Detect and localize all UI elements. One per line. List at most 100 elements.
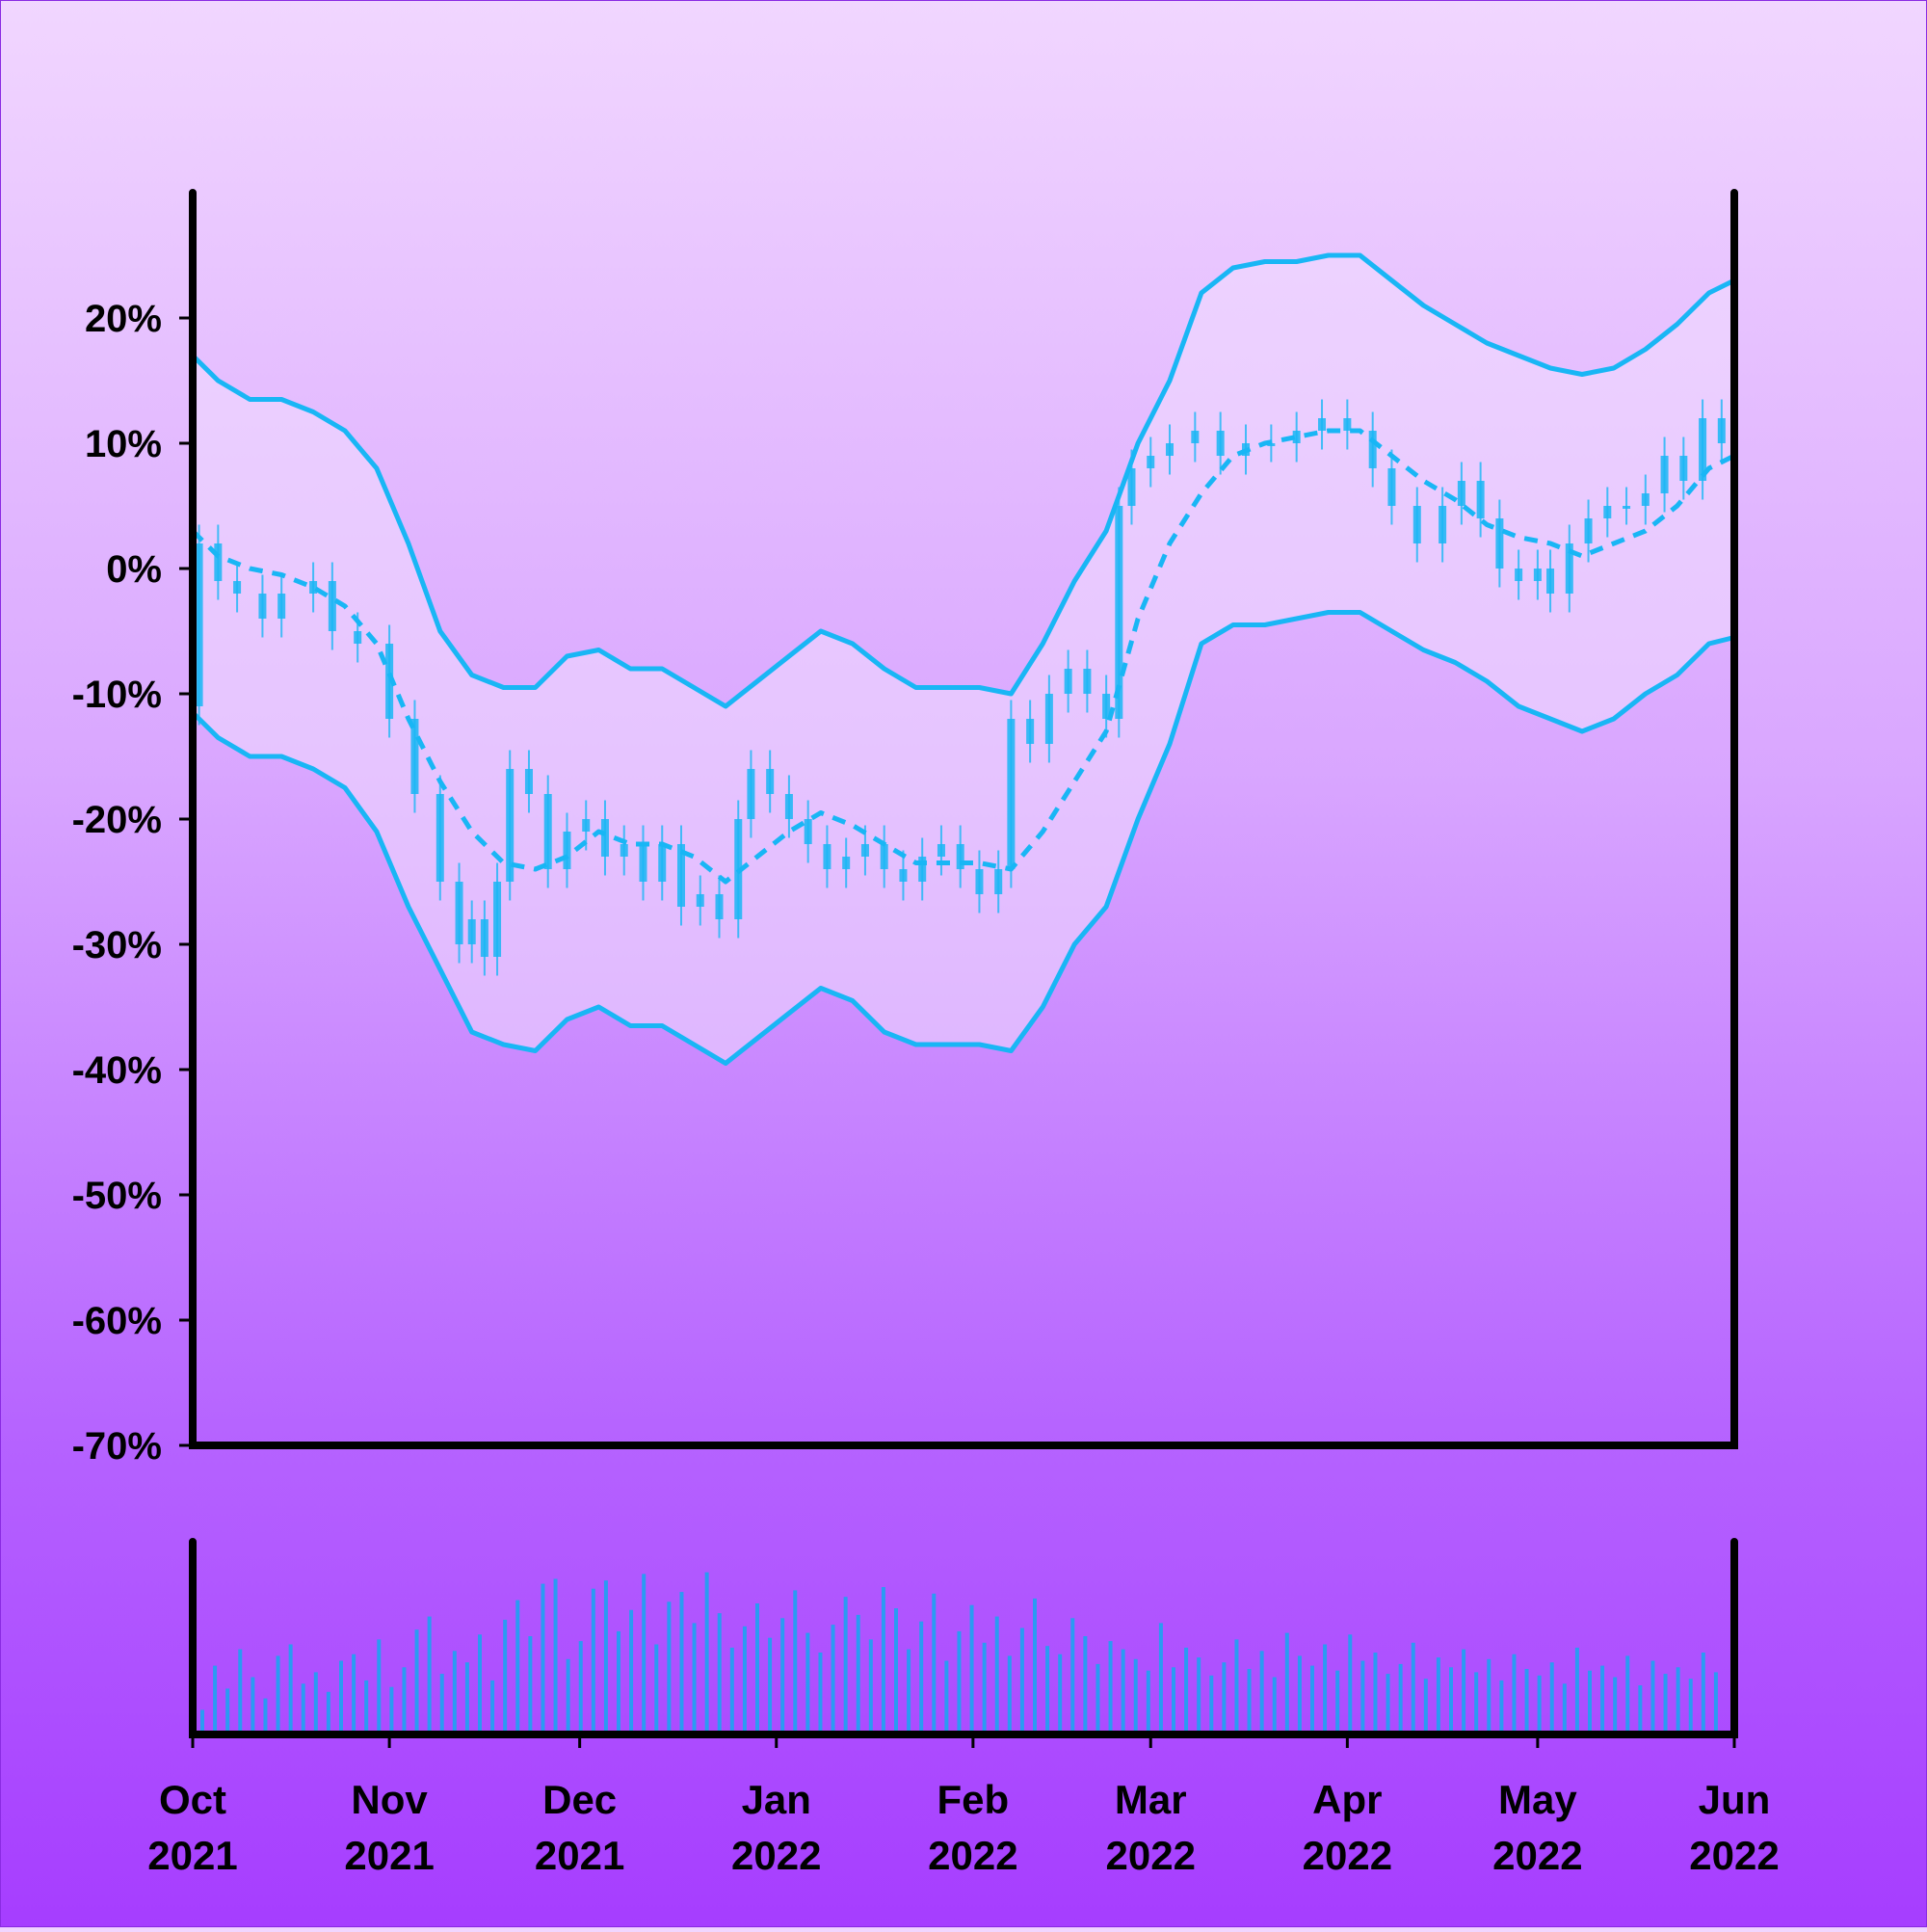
volume-bar bbox=[1398, 1663, 1403, 1734]
x-tick-label-month: Dec bbox=[542, 1777, 617, 1822]
volume-bar bbox=[1172, 1667, 1175, 1734]
candle-body bbox=[1292, 431, 1301, 443]
candle-body bbox=[195, 543, 203, 706]
volume-bar bbox=[326, 1691, 330, 1734]
price-panel bbox=[189, 252, 1738, 1066]
volume-bar bbox=[1701, 1653, 1705, 1734]
volume-bar bbox=[818, 1653, 823, 1734]
candle-body bbox=[258, 594, 267, 619]
volume-bar bbox=[238, 1649, 243, 1734]
candle-body bbox=[1439, 506, 1447, 543]
volume-bar bbox=[288, 1644, 293, 1734]
volume-bar bbox=[402, 1667, 407, 1734]
volume-bar bbox=[200, 1709, 204, 1734]
volume-bar bbox=[1360, 1660, 1365, 1734]
volume-bar bbox=[1663, 1674, 1668, 1734]
volume-bar bbox=[629, 1609, 634, 1734]
candle-body bbox=[1127, 468, 1136, 506]
x-tick-label-month: Feb bbox=[937, 1777, 1010, 1822]
volume-bar bbox=[591, 1588, 595, 1734]
volume-bar bbox=[1323, 1644, 1328, 1734]
candle-body bbox=[715, 894, 724, 919]
candle-body bbox=[696, 894, 704, 907]
y-tick-label: 10% bbox=[85, 423, 162, 465]
volume-bar bbox=[1650, 1660, 1655, 1734]
candle-body bbox=[1102, 694, 1111, 719]
volume-bar bbox=[1133, 1658, 1138, 1734]
candle-body bbox=[1584, 518, 1593, 543]
volume-bar bbox=[1197, 1657, 1201, 1734]
volume-bar bbox=[515, 1600, 520, 1734]
candle-body bbox=[1064, 669, 1072, 694]
candle-body bbox=[937, 844, 945, 857]
volume-bar bbox=[944, 1660, 949, 1734]
x-tick-label-year: 2022 bbox=[1492, 1833, 1582, 1878]
volume-bar bbox=[364, 1680, 369, 1734]
y-tick-label: -50% bbox=[72, 1175, 162, 1217]
volume-bar bbox=[1549, 1662, 1554, 1734]
y-tick-label: -60% bbox=[72, 1300, 162, 1342]
volume-bar bbox=[1045, 1646, 1050, 1734]
x-tick-label-year: 2022 bbox=[928, 1833, 1017, 1878]
candle-body bbox=[956, 844, 964, 869]
volume-bar bbox=[894, 1608, 898, 1734]
x-tick-label-month: May bbox=[1498, 1777, 1577, 1822]
volume-bar bbox=[1234, 1639, 1239, 1734]
candle-body bbox=[1191, 431, 1200, 443]
volume-bar bbox=[225, 1688, 230, 1734]
volume-bar bbox=[251, 1677, 255, 1734]
x-tick-label-month: Apr bbox=[1312, 1777, 1382, 1822]
y-tick-label: 20% bbox=[85, 298, 162, 340]
volume-bar bbox=[1638, 1685, 1643, 1734]
candle-body bbox=[455, 882, 463, 944]
upper-band-line bbox=[191, 252, 1736, 709]
candle-body bbox=[1623, 506, 1631, 509]
volume-bar bbox=[528, 1636, 533, 1734]
volume-bar bbox=[1121, 1649, 1125, 1734]
x-tick-label-month: Oct bbox=[159, 1777, 226, 1822]
volume-bar bbox=[1146, 1670, 1150, 1734]
lower-band-line bbox=[191, 610, 1735, 1066]
volume-bar bbox=[1411, 1642, 1415, 1734]
volume-bar bbox=[490, 1680, 495, 1734]
volume-bar bbox=[541, 1583, 545, 1734]
volume-bar bbox=[679, 1592, 684, 1734]
candle-body bbox=[1115, 506, 1123, 719]
candle-body bbox=[582, 819, 591, 832]
volume-bar bbox=[1158, 1623, 1163, 1734]
volume-bar bbox=[1007, 1655, 1012, 1734]
volume-bar bbox=[729, 1647, 734, 1734]
candle-body bbox=[1660, 456, 1669, 493]
volume-bar bbox=[1310, 1665, 1314, 1734]
volume-bar bbox=[1070, 1618, 1075, 1734]
candle-body bbox=[1318, 418, 1327, 431]
x-tick-label-year: 2022 bbox=[731, 1833, 821, 1878]
x-tick-label-year: 2022 bbox=[1106, 1833, 1196, 1878]
candle-body bbox=[975, 869, 984, 894]
volume-bar bbox=[1713, 1672, 1718, 1734]
volume-bar bbox=[793, 1590, 798, 1734]
volume-bar bbox=[1613, 1677, 1618, 1734]
volume-bar bbox=[654, 1644, 659, 1734]
volume-bar bbox=[843, 1597, 848, 1734]
x-tick-label-month: Jan bbox=[742, 1777, 811, 1822]
candle-body bbox=[1368, 431, 1377, 468]
band-fill bbox=[193, 255, 1734, 1064]
volume-bar bbox=[553, 1578, 558, 1734]
y-tick-label: -20% bbox=[72, 799, 162, 841]
candle-body bbox=[1242, 443, 1251, 456]
candle-body bbox=[524, 769, 533, 794]
volume-bar bbox=[1588, 1670, 1592, 1734]
candle-body bbox=[309, 581, 318, 594]
candle-body bbox=[899, 869, 908, 882]
volume-bar bbox=[1512, 1654, 1517, 1734]
y-tick-label: -10% bbox=[72, 674, 162, 716]
candle-body bbox=[480, 919, 488, 957]
candle-body bbox=[385, 644, 394, 719]
volume-bar bbox=[263, 1698, 268, 1734]
volume-bar bbox=[982, 1642, 987, 1734]
volume-bar bbox=[352, 1654, 356, 1734]
candle-body bbox=[1679, 456, 1688, 481]
candle-body bbox=[1495, 518, 1504, 569]
